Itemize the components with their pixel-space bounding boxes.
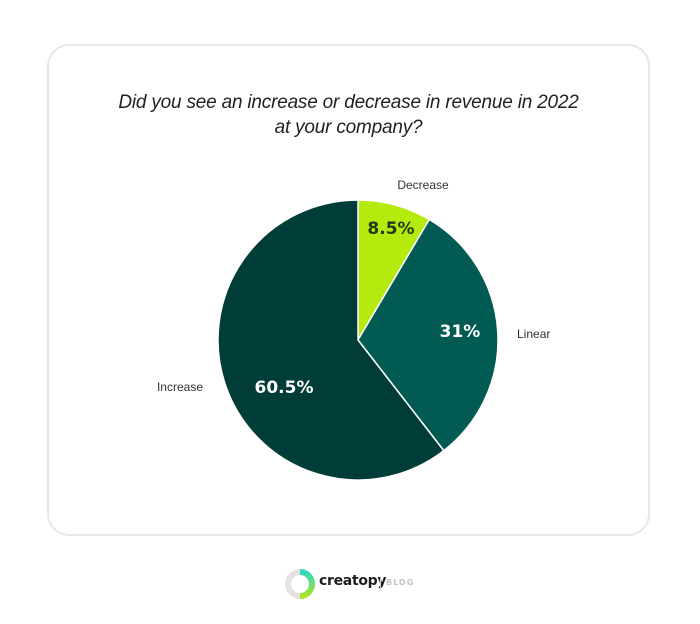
slice-label-decrease: Decrease bbox=[397, 178, 449, 192]
slice-label-increase: Increase bbox=[157, 380, 203, 394]
slice-label-linear: Linear bbox=[517, 327, 550, 341]
chart-title-line-1: Did you see an increase or decrease in r… bbox=[118, 92, 579, 113]
pie-slice-increase bbox=[217, 199, 445, 481]
chart-title-line-2: at your company? bbox=[274, 117, 423, 138]
slice-value-decrease: 8.5% bbox=[367, 219, 414, 239]
creatopy-logo-icon bbox=[285, 569, 315, 599]
chart-title: Did you see an increase or decrease in r… bbox=[49, 90, 648, 140]
brand-divider bbox=[380, 576, 381, 591]
slice-value-increase: 60.5% bbox=[255, 378, 314, 398]
pie-slices bbox=[217, 199, 499, 481]
slice-value-linear: 31% bbox=[440, 322, 481, 342]
brand-name: creatopy bbox=[319, 573, 387, 589]
footer-branding: creatopy BLOG bbox=[0, 566, 700, 602]
pie-slice-linear bbox=[357, 218, 499, 452]
pie-chart: 8.5% 31% 60.5% Decrease Linear Increase bbox=[157, 178, 550, 481]
brand-section: BLOG bbox=[386, 578, 415, 587]
